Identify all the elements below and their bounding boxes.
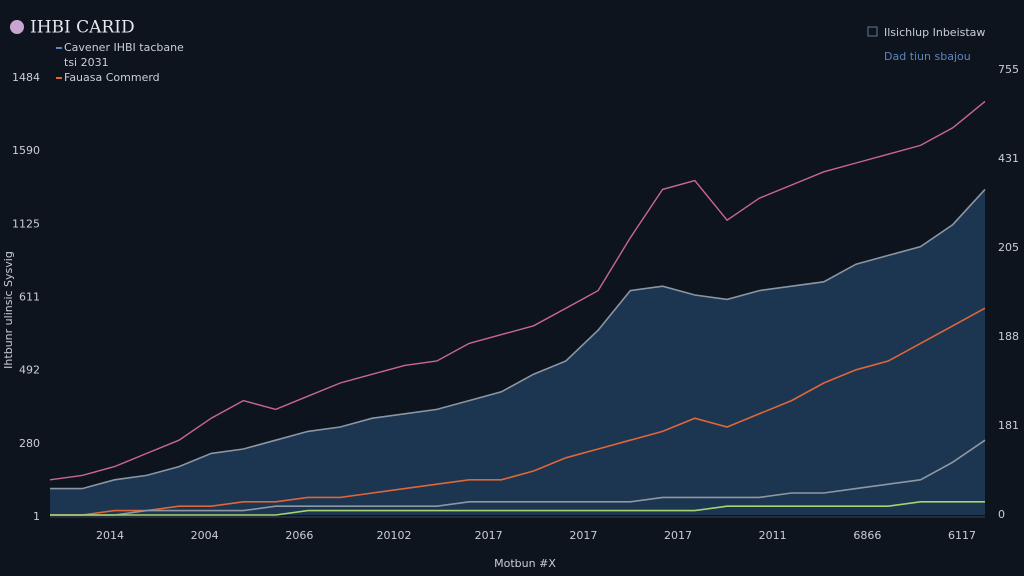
series-line [49,100,986,481]
y-tick-label: 1484 [12,71,40,84]
x-tick-label: 2066 [285,529,313,542]
y2-tick-label: 0 [998,508,1005,521]
y-tick-label: 1590 [12,144,40,157]
top-right-icon [867,26,878,37]
y-axis-label: Ihtbunr ulinsic Sysvig [2,251,15,369]
y-tick-label: 1125 [12,217,40,230]
y-tick-label: 611 [19,291,40,304]
y-tick-label: 492 [19,364,40,377]
y2-tick-label: 188 [998,330,1019,343]
x-tick-label: 6866 [853,529,881,542]
series-line [50,501,985,516]
y2-tick-label: 205 [998,241,1019,254]
chart-title: IHBI CARID [30,18,135,38]
y2-tick-label: 181 [998,419,1019,432]
series-line [50,307,986,516]
y2-tick-label: 755 [998,63,1019,76]
x-tick-label: 2017 [475,529,503,542]
y-tick-label: 280 [19,437,40,450]
x-axis-label: Motbun #X [494,557,556,570]
series-line [50,188,986,490]
x-tick-label: 2017 [664,529,692,542]
legend-label: Cavener IHBI tacbane [64,41,184,54]
x-tick-label: 6117 [948,529,976,542]
top-right-title: Ilsichlup Inbeistaw [884,26,985,39]
legend-label: Fauasa Commerd [64,71,160,84]
x-tick-label: 2011 [759,529,787,542]
x-tick-label: 2004 [191,529,219,542]
y-tick-label: 1 [33,510,40,523]
area [50,189,985,515]
top-right-subtitle: Dad tiun sbajou [884,50,971,63]
logo [10,20,24,34]
legend-note: tsi 2031 [64,56,109,69]
x-tick-label: 20102 [377,529,412,542]
x-tick-label: 2017 [569,529,597,542]
x-tick-label: 2014 [96,529,124,542]
y2-tick-label: 431 [998,152,1019,165]
series-line [50,439,986,516]
